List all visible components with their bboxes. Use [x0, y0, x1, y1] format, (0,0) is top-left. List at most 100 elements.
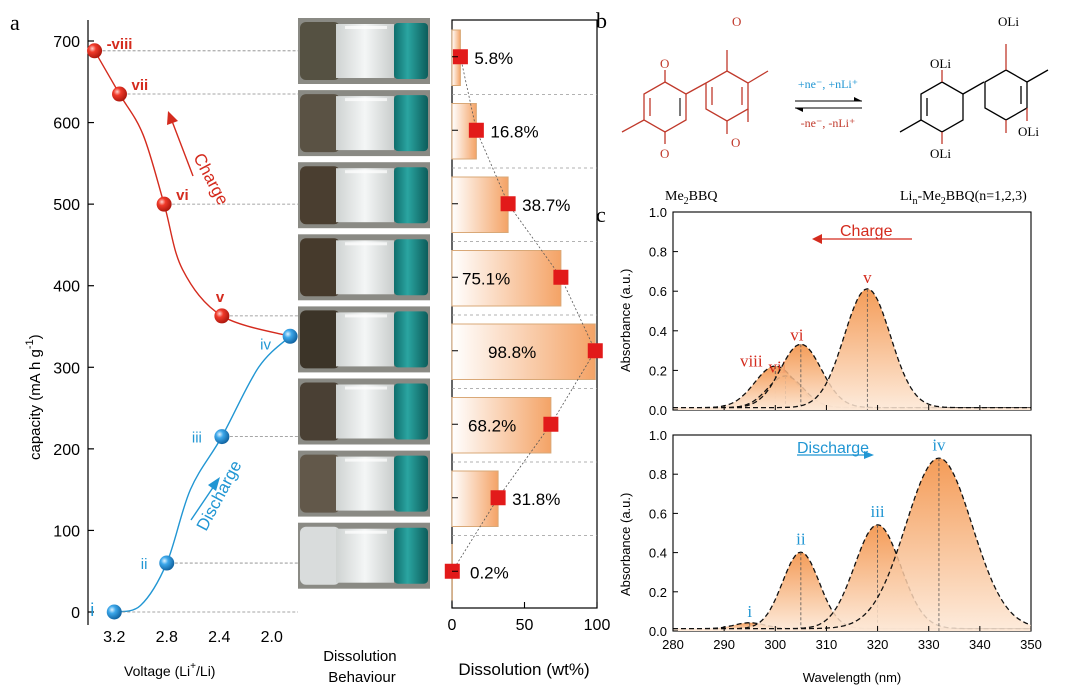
uv-y-tick-label: 0.0 [649, 624, 667, 639]
state-point-v [214, 308, 230, 324]
discharge-arrow-label: Discharge [193, 457, 246, 534]
uv-x-tick-label: 280 [662, 637, 684, 652]
y-tick-label: 300 [53, 360, 80, 377]
reactant-name-sub: 2 [684, 196, 689, 207]
bar-x-tick-label: 100 [584, 617, 611, 634]
bar-ii [451, 470, 499, 527]
uv-y-tick-label: 0.8 [649, 467, 667, 482]
uv-y-tick-label: 0.2 [649, 585, 667, 600]
dissolution-behaviour-line2: Behaviour [328, 669, 396, 686]
state-point-vi [156, 196, 172, 212]
product-name-main: Li [900, 189, 913, 204]
vial-ii [298, 450, 430, 517]
bars [451, 29, 596, 601]
forward-condition: +ne⁻, +nLi⁺ [798, 77, 858, 91]
vial-vi [298, 162, 430, 229]
uv-x-tick-label: 310 [816, 637, 838, 652]
vial-photos [298, 18, 430, 589]
state-point-vii [112, 86, 127, 102]
atom-oli-2: OLi [930, 146, 951, 161]
state-label-vi: vi [176, 187, 189, 204]
vial-i [298, 522, 430, 589]
uv-x-tick-label: 290 [713, 637, 735, 652]
x-tick-label: 2.0 [261, 629, 283, 646]
uv-discharge-y-title: Absorbance (a.u.) [618, 493, 633, 596]
state-label-ii: ii [141, 556, 148, 573]
charge-arrow-label: Charge [189, 150, 232, 208]
atom-o-1: O [660, 56, 669, 71]
discharge-arrow [190, 477, 220, 521]
peak-label-ii: ii [796, 530, 806, 549]
guide-lines [102, 50, 299, 613]
state-point-iii [214, 429, 230, 445]
capacity-ticks: 0 100 200 300 400 500 600 700 3.2 2.8 2.4 2.0 [53, 34, 283, 646]
x-axis-title-tail: /Li) [196, 663, 215, 679]
atom-oli-1: OLi [930, 56, 951, 71]
bar-markers: 5.8% 16.8% 38.7% 75.1% 98.8% 68.2% 31.8% 0.2% [444, 49, 603, 582]
panel-label-a: a [10, 10, 20, 35]
uv-y-tick-label: 0.6 [649, 506, 667, 521]
svg-text:capacity (mA h g-1): capacity (mA h g-1) [24, 334, 44, 460]
bar-value-label-viii: 5.8% [474, 49, 513, 68]
me2bbq-structure [621, 50, 769, 144]
vial-vii [298, 90, 430, 157]
bar-value-label-iv: 98.8% [488, 343, 536, 362]
x-axis-title-sup: + [190, 661, 196, 672]
bar-marker-v [553, 269, 569, 285]
bar-x-tick-label: 50 [516, 617, 534, 634]
x-tick-label: 2.4 [208, 629, 230, 646]
y-tick-label: 0 [71, 605, 80, 622]
bar-marker-ii [490, 490, 506, 506]
uv-y-tick-label: 0.2 [649, 363, 667, 378]
y-tick-label: 100 [53, 523, 80, 540]
peak-curve-v [673, 288, 1031, 409]
state-label-viii: -viii [107, 36, 133, 53]
state-point-i [106, 604, 122, 620]
y-tick-label: 600 [53, 116, 80, 133]
peak-label-iii: iii [870, 502, 884, 521]
bar-marker-iv [587, 343, 603, 359]
vial-v [298, 234, 430, 301]
discharge-curve [114, 335, 291, 613]
bar-x-tick-label: 0 [448, 617, 457, 634]
x-tick-label: 2.8 [156, 629, 178, 646]
state-label-iii: iii [192, 430, 202, 447]
peak-label-iv: iv [932, 435, 946, 454]
peak-label-viii: viii [740, 351, 763, 370]
peak-curve-iv [673, 457, 1032, 630]
atom-oli-3: OLi [998, 14, 1019, 29]
state-label-iv: iv [260, 336, 271, 353]
bar-vi [451, 176, 509, 233]
bar-value-label-iii: 68.2% [468, 416, 516, 435]
equilibrium-arrows [795, 97, 862, 112]
bar-value-label-vii: 16.8% [490, 122, 538, 141]
y-tick-label: 200 [53, 442, 80, 459]
uv-discharge-arrow [797, 451, 874, 459]
uv-y-tick-label: 0.4 [649, 324, 667, 339]
bar-value-label-i: 0.2% [470, 563, 509, 582]
peak-fill-iii [673, 524, 1031, 631]
uv-discharge-ticks: 0.0 0.2 0.4 0.6 0.8 1.0 280 290 300 310 320 330 340 3… [649, 428, 1042, 652]
uv-x-axis-title: Wavelength (nm) [803, 670, 902, 685]
bar-value-label-ii: 31.8% [512, 490, 560, 509]
y-tick-label: 500 [53, 197, 80, 214]
peak-label-i: i [747, 602, 752, 621]
state-point-viii [87, 43, 103, 59]
uv-y-tick-label: 0.0 [649, 403, 667, 418]
dissolution-behaviour-title: Dissolution Behaviour [323, 648, 401, 686]
uv-x-tick-label: 300 [764, 637, 786, 652]
bar-marker-iii [543, 416, 559, 432]
dissolution-trend-line [451, 56, 596, 572]
product-name-mid: -Me [917, 189, 940, 204]
y-axis-title: capacity (mA h g-1) [24, 334, 44, 460]
state-label-i: i [90, 600, 94, 620]
vial-iii [298, 378, 430, 445]
uv-discharge-arrow-label: Discharge [797, 440, 869, 457]
dissolution-behaviour-line1: Dissolution [323, 648, 396, 665]
vial-iv [298, 306, 430, 373]
product-name-sub: n [912, 196, 917, 207]
bar-marker-viii [452, 49, 468, 65]
uv-x-tick-label: 330 [918, 637, 940, 652]
